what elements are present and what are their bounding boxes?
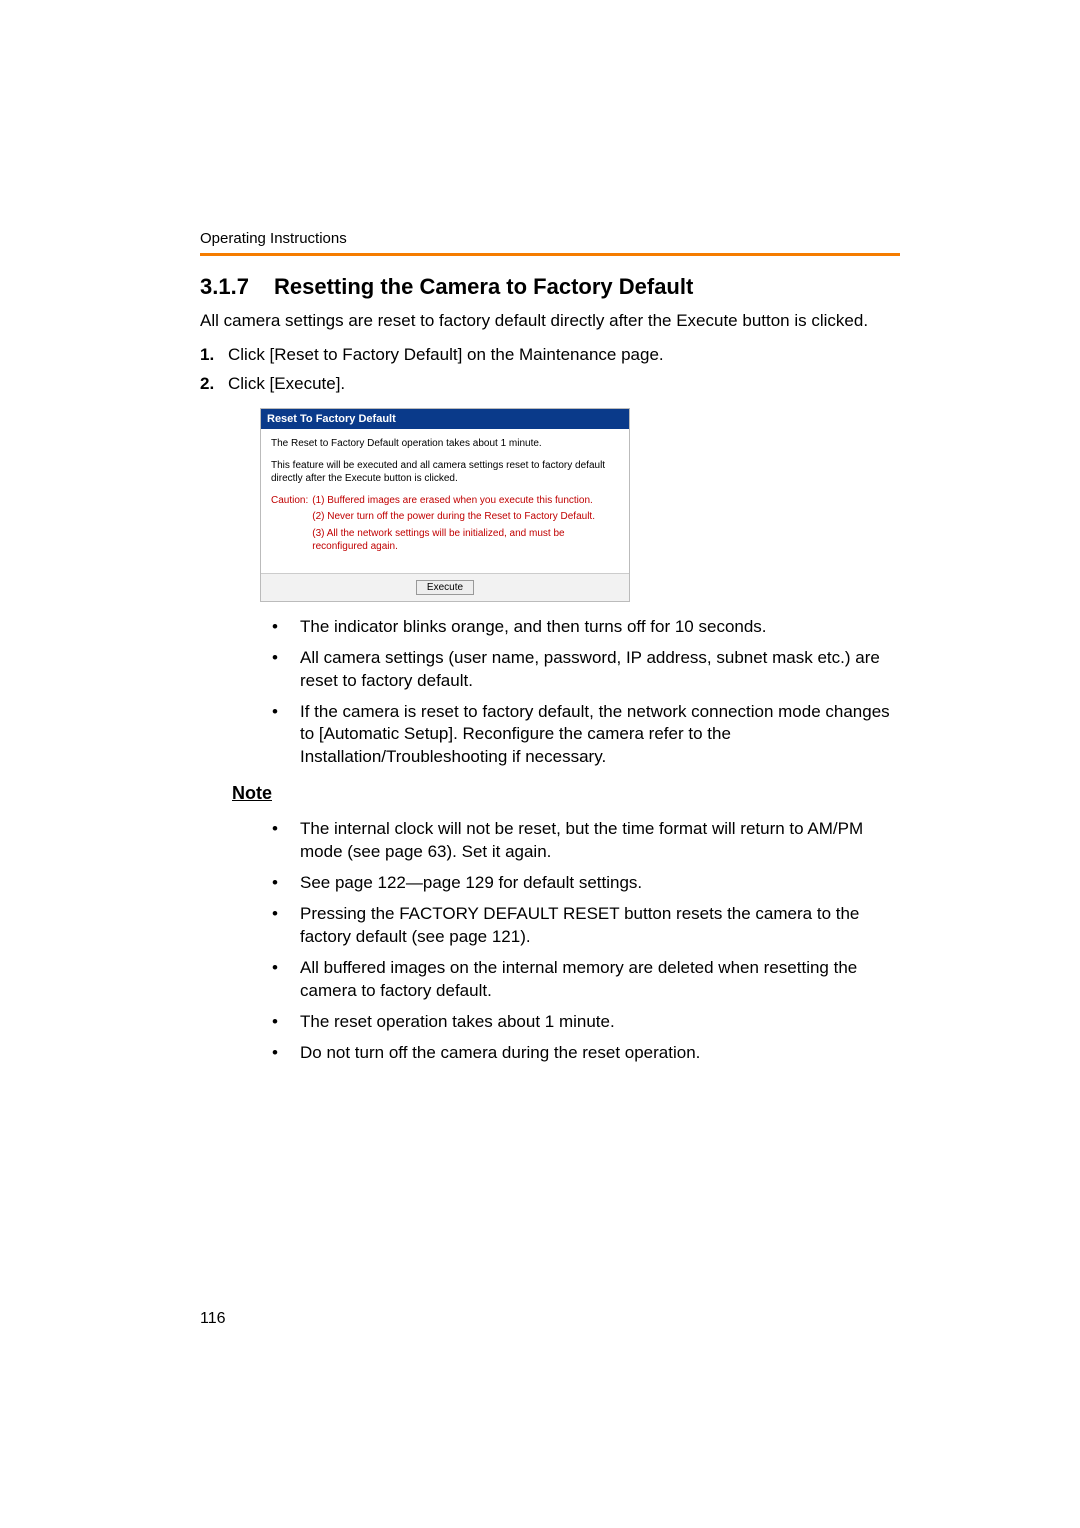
execute-button[interactable]: Execute <box>416 580 474 595</box>
after-bullet-1: The indicator blinks orange, and then tu… <box>300 616 900 639</box>
caution-item-3: (3) All the network settings will be ini… <box>312 527 619 554</box>
note-bullet-2: See page 122—page 129 for default settin… <box>300 872 900 895</box>
screenshot-titlebar: Reset To Factory Default <box>261 409 629 429</box>
note-heading: Note <box>232 783 900 804</box>
step-1-number: 1. <box>200 343 214 368</box>
step-1: 1.Click [Reset to Factory Default] on th… <box>228 343 900 368</box>
screenshot-line2: This feature will be executed and all ca… <box>271 459 619 486</box>
caution-label: Caution: <box>271 494 308 557</box>
after-bullets: The indicator blinks orange, and then tu… <box>200 616 900 770</box>
screenshot-button-row: Execute <box>261 573 629 601</box>
document-page: Operating Instructions 3.1.7Resetting th… <box>0 0 1080 1528</box>
header-label: Operating Instructions <box>200 230 900 247</box>
step-1-text: Click [Reset to Factory Default] on the … <box>228 345 664 364</box>
note-bullet-3: Pressing the FACTORY DEFAULT RESET butto… <box>300 903 900 949</box>
note-bullet-4: All buffered images on the internal memo… <box>300 957 900 1003</box>
step-2: 2.Click [Execute]. <box>228 372 900 397</box>
note-bullet-5: The reset operation takes about 1 minute… <box>300 1011 900 1034</box>
after-bullet-3: If the camera is reset to factory defaul… <box>300 701 900 770</box>
section-title-text: Resetting the Camera to Factory Default <box>274 274 693 299</box>
screenshot-caution: Caution: (1) Buffered images are erased … <box>271 494 619 557</box>
screenshot-body: The Reset to Factory Default operation t… <box>261 429 629 573</box>
note-bullets: The internal clock will not be reset, bu… <box>200 818 900 1064</box>
note-bullet-1: The internal clock will not be reset, bu… <box>300 818 900 864</box>
caution-items: (1) Buffered images are erased when you … <box>312 494 619 557</box>
steps-list: 1. Click [Reset to Factory Default] on th… <box>200 343 900 396</box>
step-2-text: Click [Execute]. <box>228 374 345 393</box>
section-number: 3.1.7 <box>200 274 274 300</box>
caution-item-2: (2) Never turn off the power during the … <box>312 510 619 524</box>
note-bullet-6: Do not turn off the camera during the re… <box>300 1042 900 1065</box>
screenshot-panel: Reset To Factory Default The Reset to Fa… <box>260 408 630 602</box>
header-rule <box>200 253 900 256</box>
page-number: 116 <box>200 1310 226 1328</box>
screenshot-line1: The Reset to Factory Default operation t… <box>271 437 619 451</box>
caution-item-1: (1) Buffered images are erased when you … <box>312 494 619 508</box>
section-intro: All camera settings are reset to factory… <box>200 310 900 333</box>
step-2-number: 2. <box>200 372 214 397</box>
after-bullet-2: All camera settings (user name, password… <box>300 647 900 693</box>
section-title: 3.1.7Resetting the Camera to Factory Def… <box>200 274 900 300</box>
